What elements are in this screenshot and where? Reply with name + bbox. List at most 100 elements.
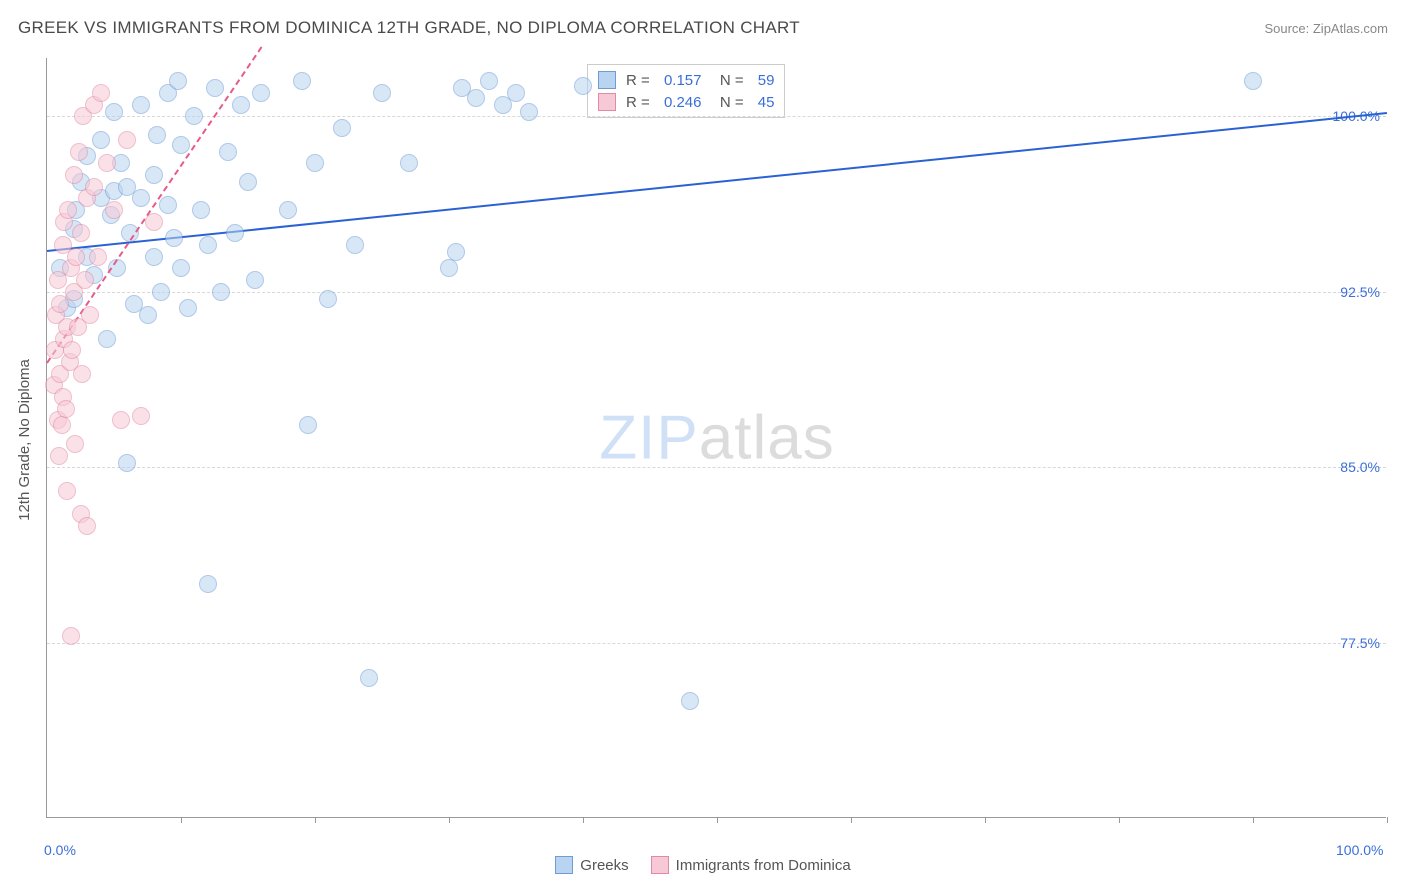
data-point-greeks [373,84,391,102]
source-attribution: Source: ZipAtlas.com [1264,21,1388,36]
data-point-greeks [172,136,190,154]
data-point-greeks [199,575,217,593]
data-point-dominica [98,154,116,172]
data-point-greeks [360,669,378,687]
x-tick [985,817,986,823]
data-point-greeks [246,271,264,289]
data-point-dominica [76,271,94,289]
data-point-greeks [165,229,183,247]
data-point-dominica [132,407,150,425]
data-point-greeks [148,126,166,144]
data-point-greeks [232,96,250,114]
data-point-greeks [239,173,257,191]
y-tick-label: 85.0% [1340,459,1380,475]
data-point-greeks [152,283,170,301]
stat-n-value: 59 [758,72,775,89]
data-point-greeks [132,96,150,114]
data-point-greeks [206,79,224,97]
data-point-greeks [279,201,297,219]
chart-header: GREEK VS IMMIGRANTS FROM DOMINICA 12TH G… [18,18,1388,38]
data-point-dominica [72,224,90,242]
data-point-dominica [78,517,96,535]
y-axis-title: 12th Grade, No Diploma [16,359,33,521]
data-point-greeks [346,236,364,254]
data-point-dominica [53,416,71,434]
data-point-greeks [333,119,351,137]
gridline [47,643,1386,644]
data-point-dominica [65,166,83,184]
data-point-dominica [81,306,99,324]
data-point-greeks [179,299,197,317]
legend-swatch [555,856,573,874]
data-point-greeks [172,259,190,277]
x-tick [1387,817,1388,823]
data-point-greeks [440,259,458,277]
data-point-dominica [70,143,88,161]
data-point-greeks [105,103,123,121]
x-tick [1253,817,1254,823]
stat-r-label: R = [626,72,654,89]
data-point-dominica [57,400,75,418]
data-point-greeks [169,72,187,90]
gridline [47,292,1386,293]
data-point-greeks [226,224,244,242]
data-point-greeks [145,248,163,266]
stat-n-label: N = [711,94,747,111]
data-point-greeks [219,143,237,161]
stat-r-value: 0.157 [664,72,702,89]
x-tick [717,817,718,823]
data-point-greeks [185,107,203,125]
data-point-dominica [73,365,91,383]
data-point-dominica [112,411,130,429]
watermark-zip: ZIP [599,404,698,473]
data-point-dominica [105,201,123,219]
gridline [47,116,1386,117]
x-tick [315,817,316,823]
data-point-greeks [145,166,163,184]
data-point-dominica [66,435,84,453]
data-point-greeks [507,84,525,102]
data-point-greeks [98,330,116,348]
data-point-dominica [89,248,107,266]
source-prefix: Source: [1264,21,1312,36]
data-point-greeks [681,692,699,710]
bottom-legend: Greeks Immigrants from Dominica [0,856,1406,874]
data-point-greeks [1244,72,1262,90]
data-point-greeks [199,236,217,254]
stat-r-value: 0.246 [664,94,702,111]
legend-stats-row-dominica: R = 0.246 N = 45 [598,91,774,113]
bottom-legend-item-dominica: Immigrants from Dominica [651,856,851,874]
x-tick [449,817,450,823]
data-point-greeks [306,154,324,172]
data-point-greeks [192,201,210,219]
stat-n-label: N = [711,72,747,89]
chart-title: GREEK VS IMMIGRANTS FROM DOMINICA 12TH G… [18,18,800,38]
data-point-greeks [467,89,485,107]
data-point-greeks [159,196,177,214]
data-point-greeks [132,189,150,207]
legend-swatch [598,71,616,89]
data-point-greeks [319,290,337,308]
legend-stats-row-greeks: R = 0.157 N = 59 [598,69,774,91]
data-point-greeks [520,103,538,121]
data-point-dominica [145,213,163,231]
data-point-greeks [447,243,465,261]
data-point-greeks [480,72,498,90]
data-point-dominica [58,482,76,500]
watermark: ZIPatlas [599,403,834,474]
data-point-greeks [400,154,418,172]
bottom-legend-item-greeks: Greeks [555,856,628,874]
data-point-dominica [67,248,85,266]
data-point-dominica [118,131,136,149]
stat-n-value: 45 [758,94,775,111]
stat-r-label: R = [626,94,654,111]
legend-stats-box: R = 0.157 N = 59R = 0.246 N = 45 [587,64,785,118]
watermark-atlas: atlas [699,404,835,473]
data-point-greeks [299,416,317,434]
data-point-dominica [63,341,81,359]
legend-swatch [651,856,669,874]
legend-label: Greeks [580,857,628,874]
y-tick-label: 92.5% [1340,284,1380,300]
data-point-greeks [574,77,592,95]
data-point-greeks [92,131,110,149]
